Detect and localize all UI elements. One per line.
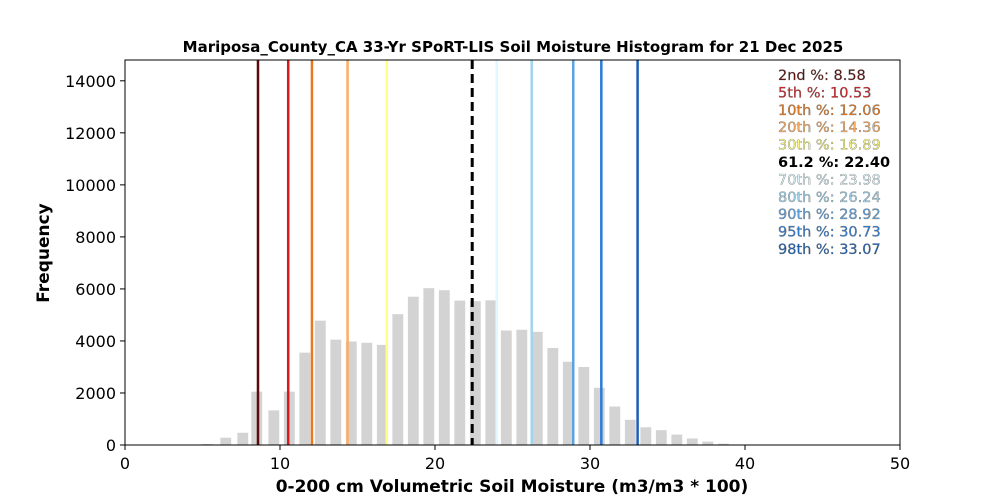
y-tick-label-7: 14000 [65, 72, 116, 91]
y-axis-label: Frequency [34, 203, 54, 303]
percentile-lines [256, 60, 639, 445]
y-tick-label-3: 6000 [75, 280, 116, 299]
legend-entry-4: 30th %: 16.89 [778, 138, 881, 154]
histogram-bar-10 [361, 342, 373, 445]
histogram-bar-31 [686, 438, 698, 445]
histogram-bar-25 [593, 387, 605, 445]
x-tick-label-5: 50 [890, 454, 910, 473]
histogram-bar-14 [423, 288, 435, 445]
x-axis-ticks: 0 10 20 30 40 50 [120, 445, 910, 473]
histogram-bar-33 [717, 443, 729, 445]
x-axis-label: 0-200 cm Volumetric Soil Moisture (m3/m3… [276, 477, 749, 497]
plot-frame [124, 59, 901, 446]
y-tick-label-6: 12000 [65, 124, 116, 143]
histogram-bar-24 [578, 366, 590, 445]
x-tick-label-0: 0 [120, 454, 130, 473]
histogram-bar-2 [237, 432, 249, 445]
x-tick-label-3: 30 [580, 454, 600, 473]
y-tick-label-2: 4000 [75, 332, 116, 351]
histogram-bar-23 [562, 361, 574, 445]
histogram-bar-7 [314, 320, 326, 445]
y-tick-label-0: 0 [106, 436, 116, 455]
histogram-bar-28 [640, 427, 652, 445]
histogram-bar-21 [531, 331, 543, 445]
histogram-bar-16 [454, 300, 466, 446]
chart-title: Mariposa_County_CA 33-Yr SPoRT-LIS Soil … [183, 38, 844, 56]
x-tick-label-2: 20 [425, 454, 445, 473]
histogram-bar-11 [376, 344, 388, 445]
y-tick-label-5: 10000 [65, 176, 116, 195]
legend-entry-7: 80th %: 26.24 [778, 190, 881, 206]
legend-entry-10: 98th %: 33.07 [778, 242, 881, 258]
x-tick-label-4: 40 [735, 454, 755, 473]
legend-entry-9: 95th %: 30.73 [778, 225, 881, 241]
legend-entry-0: 2nd %: 8.58 [778, 68, 866, 84]
histogram-bar-20 [516, 329, 528, 445]
y-tick-label-4: 8000 [75, 228, 116, 247]
histogram-bars [201, 288, 729, 446]
histogram-bar-19 [500, 330, 512, 445]
legend-entry-3: 20th %: 14.36 [778, 120, 881, 136]
histogram-bar-15 [438, 290, 450, 445]
histogram-bar-12 [392, 314, 404, 445]
legend-entry-5: 61.2 %: 22.40 [778, 155, 890, 171]
legend-entry-2: 10th %: 12.06 [778, 103, 881, 119]
histogram-bar-1 [220, 437, 232, 445]
y-axis-ticks: 0 2000 4000 6000 8000 10000 12000 14000 [65, 72, 125, 455]
histogram-bar-32 [702, 441, 714, 445]
histogram-bar-13 [407, 296, 419, 445]
x-tick-label-1: 10 [270, 454, 290, 473]
legend-entry-1: 5th %: 10.53 [778, 85, 872, 101]
histogram-bar-8 [330, 339, 342, 445]
histogram-bar-6 [299, 352, 311, 445]
legend-entry-8: 90th %: 28.92 [778, 207, 881, 223]
histogram-bar-17 [469, 301, 481, 445]
histogram-bar-26 [609, 406, 621, 445]
histogram-bar-9 [345, 341, 357, 445]
histogram-bar-0 [201, 443, 213, 445]
histogram-bar-18 [485, 300, 497, 445]
legend-entry-6: 70th %: 23.98 [778, 172, 881, 188]
histogram-bar-22 [547, 347, 559, 445]
y-tick-label-1: 2000 [75, 384, 116, 403]
histogram-bar-4 [268, 410, 280, 445]
histogram-bar-27 [624, 419, 636, 445]
histogram-bar-30 [671, 434, 683, 445]
histogram-bar-29 [655, 430, 667, 445]
